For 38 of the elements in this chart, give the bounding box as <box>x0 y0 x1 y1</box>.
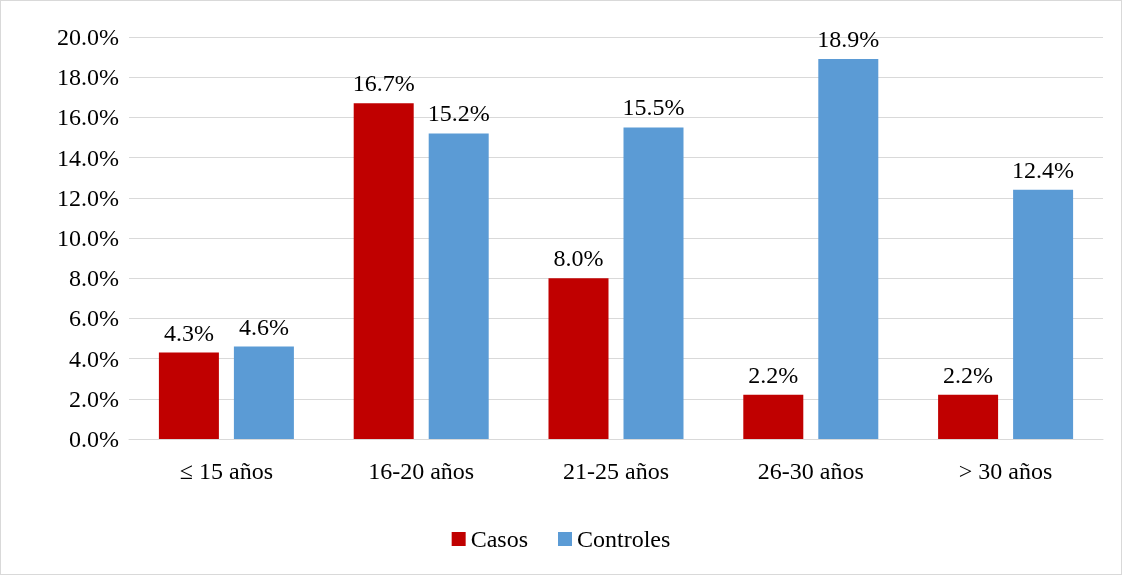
data-label: 12.4% <box>1012 156 1075 183</box>
data-label: 4.3% <box>163 319 214 346</box>
y-tick-label: 18.0% <box>57 64 119 91</box>
y-tick-label: 14.0% <box>57 144 119 171</box>
x-tick-label: 21-25 años <box>563 458 669 484</box>
bar <box>818 59 879 439</box>
bar <box>233 346 294 439</box>
data-label: 16.7% <box>352 70 415 97</box>
bar <box>938 394 999 439</box>
bar <box>623 127 684 439</box>
y-tick-label: 2.0% <box>69 385 119 412</box>
data-label: 15.2% <box>427 100 490 127</box>
legend-label: Casos <box>470 526 529 552</box>
x-tick-label: > 30 años <box>958 458 1053 484</box>
y-tick-label: 0.0% <box>69 426 119 452</box>
data-label: 15.5% <box>622 94 685 121</box>
y-tick-label: 4.0% <box>69 345 119 372</box>
x-tick-label: ≤ 15 años <box>179 458 273 484</box>
bar <box>428 133 489 439</box>
data-label: 4.6% <box>238 313 289 340</box>
data-label: 8.0% <box>553 245 604 272</box>
bar <box>1013 189 1074 439</box>
bar <box>548 278 609 439</box>
y-tick-label: 20.0% <box>57 24 119 50</box>
y-tick-label: 6.0% <box>69 305 119 332</box>
y-tick-label: 12.0% <box>57 184 119 211</box>
data-label: 18.9% <box>817 26 880 53</box>
y-tick-label: 10.0% <box>57 225 119 251</box>
bar <box>158 352 219 439</box>
data-label: 2.2% <box>943 361 994 388</box>
y-tick-label: 8.0% <box>69 265 119 292</box>
legend-label: Controles <box>577 526 671 552</box>
x-tick-label: 16-20 años <box>368 458 475 484</box>
bar <box>743 394 804 439</box>
data-label: 2.2% <box>748 361 799 388</box>
y-tick-label: 16.0% <box>57 104 119 131</box>
x-tick-label: 26-30 años <box>757 458 864 484</box>
bar <box>353 103 414 439</box>
